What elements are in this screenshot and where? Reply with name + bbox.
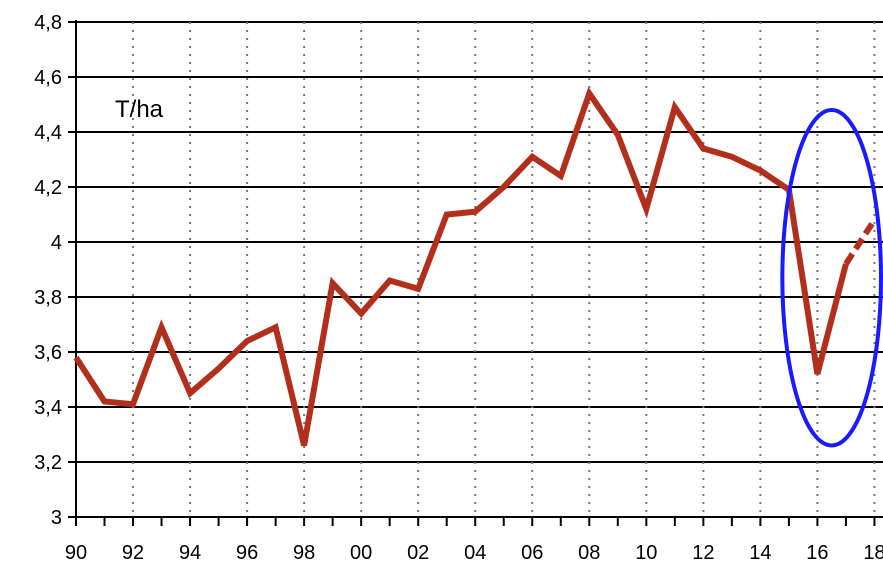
x-tick-label: 00 <box>350 542 372 564</box>
x-tick-label: 96 <box>236 542 258 564</box>
x-tick-label: 02 <box>407 542 429 564</box>
x-tick-label: 16 <box>806 542 828 564</box>
y-tick-label: 4,4 <box>34 122 62 144</box>
x-tick-label: 92 <box>122 542 144 564</box>
y-tick-label: 4,2 <box>34 177 62 199</box>
annotations <box>780 108 883 448</box>
series <box>73 86 877 447</box>
y-tick-label: 3,2 <box>34 452 62 474</box>
x-tick-label: 14 <box>749 542 771 564</box>
x-tick-label: 06 <box>521 542 543 564</box>
x-tick-label: 94 <box>179 542 201 564</box>
unit-label: T/ha <box>115 96 164 123</box>
y-tick-label: 3 <box>51 507 62 529</box>
y-tick-label: 3,8 <box>34 287 62 309</box>
tick-labels: 3 3,2 3,4 3,6 3,8 4 4,2 4,4 4,6 4,8 90 92 94 96 98 00 02… <box>34 12 883 564</box>
yield-line <box>73 86 849 447</box>
x-tick-label: 08 <box>578 542 600 564</box>
x-tick-label: 12 <box>692 542 714 564</box>
y-tick-label: 4 <box>51 232 62 254</box>
x-tick-label: 18 <box>863 542 883 564</box>
y-tick-label: 4,8 <box>34 12 62 34</box>
x-tick-label: 10 <box>635 542 657 564</box>
y-tick-label: 3,6 <box>34 342 62 364</box>
axes <box>68 20 883 526</box>
x-tick-label: 98 <box>293 542 315 564</box>
y-tick-label: 4,6 <box>34 67 62 89</box>
highlight-ellipse <box>780 108 883 448</box>
grid <box>76 21 883 517</box>
x-tick-label: 04 <box>464 542 486 564</box>
y-tick-label: 3,4 <box>34 397 62 419</box>
x-tick-label: 90 <box>65 542 87 564</box>
forecast-line <box>843 218 877 266</box>
